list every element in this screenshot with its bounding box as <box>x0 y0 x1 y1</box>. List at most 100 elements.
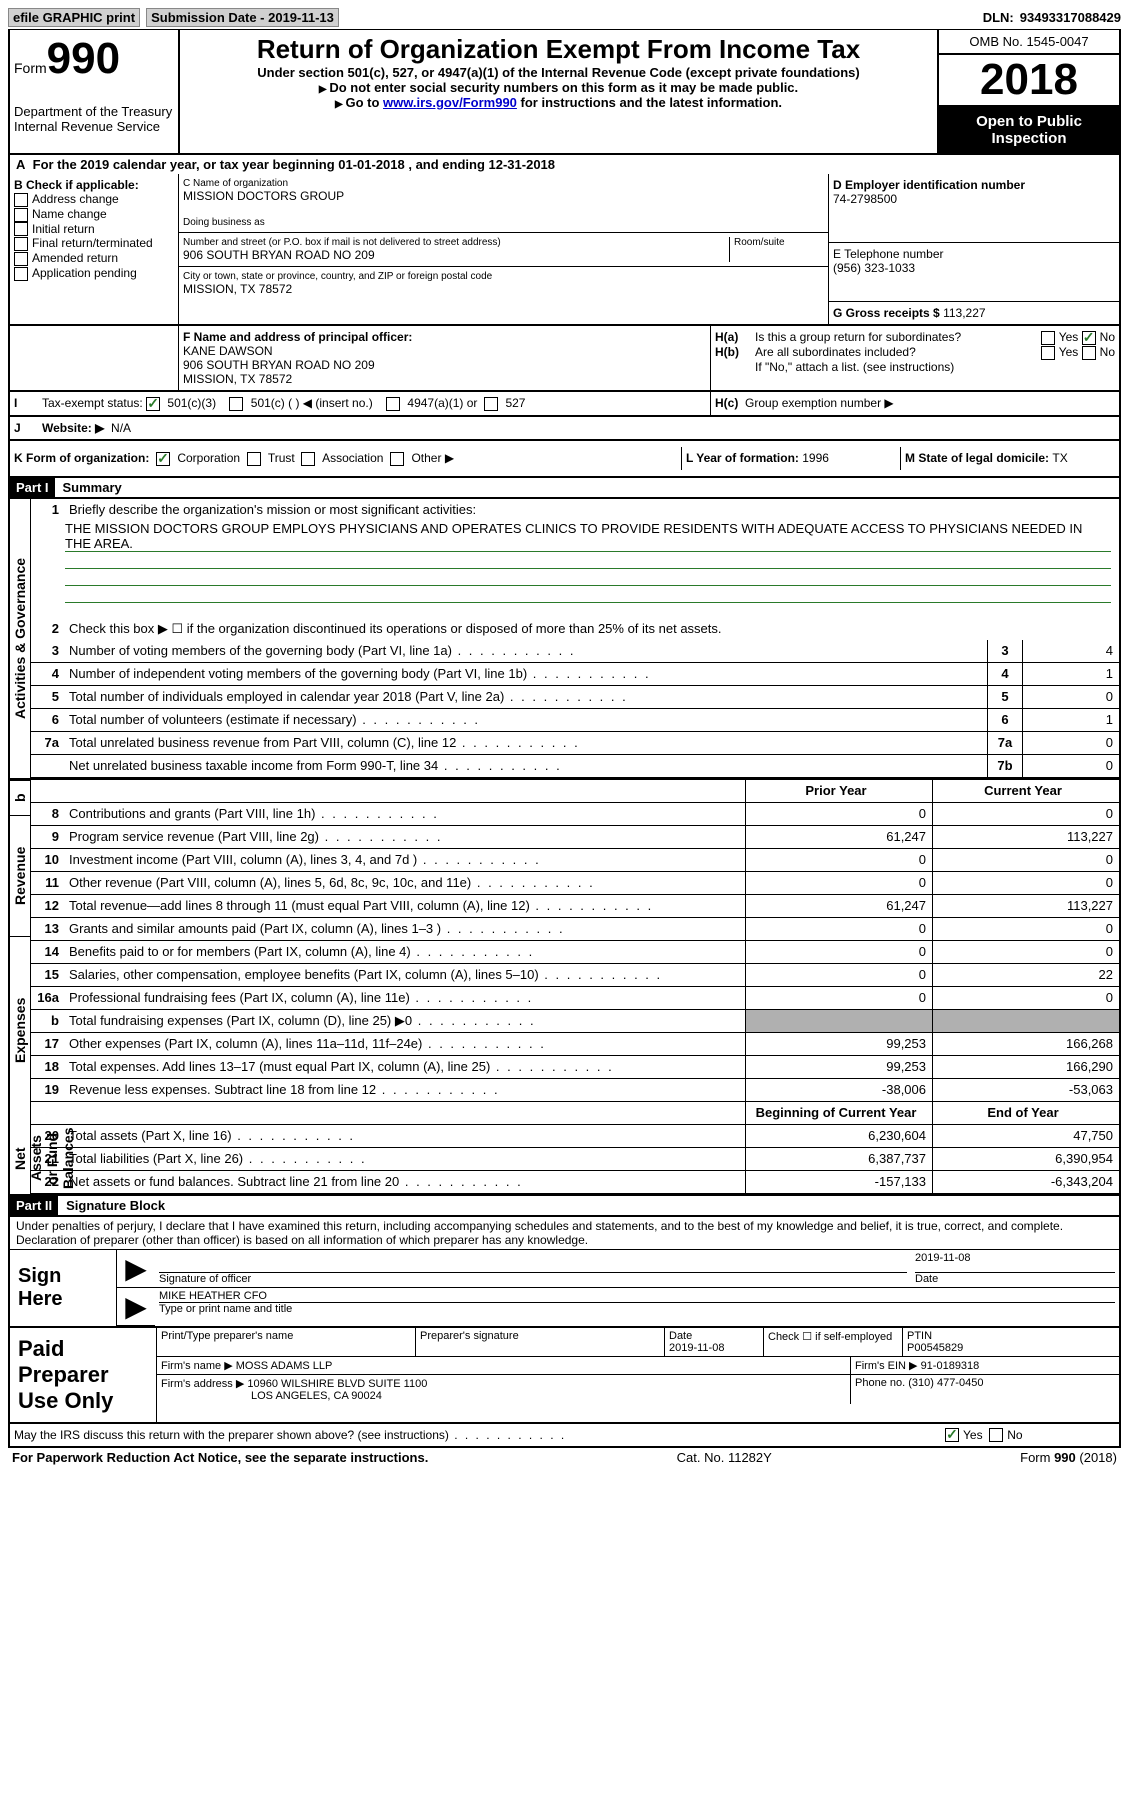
k-o1: Corporation <box>177 451 240 465</box>
ha-label: H(a) <box>715 330 755 344</box>
footer-right: Form 990 (2018) <box>1020 1450 1117 1465</box>
i-label: Tax-exempt status: <box>42 396 143 410</box>
cb-trust[interactable] <box>247 452 261 466</box>
cb-ha-yes[interactable] <box>1041 331 1055 345</box>
part1-tag: Part I <box>10 478 55 497</box>
sign-date-label: Date <box>915 1273 1115 1285</box>
table-row: 19Revenue less expenses. Subtract line 1… <box>31 1079 1119 1102</box>
part1-header: Part I Summary <box>8 478 1121 499</box>
klm-row: K Form of organization: Corporation Trus… <box>8 441 1121 478</box>
efile-button[interactable]: efile GRAPHIC print <box>8 8 140 27</box>
rev-exp-net-table: b Revenue Expenses Net Assets or Fund Ba… <box>8 780 1121 1196</box>
state-domicile: TX <box>1052 451 1067 465</box>
page-footer: For Paperwork Reduction Act Notice, see … <box>8 1448 1121 1467</box>
i-o4: 527 <box>505 396 525 410</box>
dba-label: Doing business as <box>183 217 824 228</box>
cb-name-change[interactable] <box>14 208 28 222</box>
table-row: 12Total revenue—add lines 8 through 11 (… <box>31 895 1119 918</box>
vlabel-expenses: Expenses <box>10 936 31 1123</box>
form-number: 990 <box>47 34 120 83</box>
no-label-3: No <box>1007 1428 1022 1442</box>
cb-other[interactable] <box>390 452 404 466</box>
section-b: B Check if applicable: Address change Na… <box>10 174 179 324</box>
website-value: N/A <box>111 421 131 435</box>
prep-h4: Check ☐ if self-employed <box>764 1328 903 1356</box>
k-o3: Association <box>322 451 383 465</box>
prep-h5: PTIN <box>907 1330 1115 1342</box>
subtitle-3: Go to www.irs.gov/Form990 for instructio… <box>184 95 933 110</box>
cb-amended[interactable] <box>14 252 28 266</box>
cb-ha-no[interactable] <box>1082 331 1096 345</box>
begin-year-hdr: Beginning of Current Year <box>745 1102 932 1124</box>
yes-label-2: Yes <box>1059 345 1079 359</box>
omb-number: OMB No. 1545-0047 <box>939 30 1119 55</box>
dept-treasury: Department of the Treasury <box>14 104 174 119</box>
firm-addr-label: Firm's address ▶ <box>161 1378 244 1390</box>
discuss-text: May the IRS discuss this return with the… <box>10 1424 941 1447</box>
cb-initial-return[interactable] <box>14 222 28 236</box>
table-row: 3Number of voting members of the governi… <box>31 640 1119 663</box>
cb-corp[interactable] <box>156 452 170 466</box>
table-row: Net unrelated business taxable income fr… <box>31 755 1119 778</box>
goto-text-2: for instructions and the latest informat… <box>517 95 782 110</box>
irs-link[interactable]: www.irs.gov/Form990 <box>383 95 517 110</box>
no-label-2: No <box>1100 345 1115 359</box>
l-label: L Year of formation: <box>686 451 802 465</box>
goto-text: Go to <box>345 95 383 110</box>
part2-title: Signature Block <box>58 1198 165 1213</box>
hb-text: Are all subordinates included? <box>755 345 1041 359</box>
room-label: Room/suite <box>734 237 824 248</box>
j-row: J Website: ▶ N/A <box>8 417 1121 441</box>
cb-assoc[interactable] <box>301 452 315 466</box>
org-name: MISSION DOCTORS GROUP <box>183 189 824 203</box>
cb-final-return[interactable] <box>14 237 28 251</box>
cb-hb-no[interactable] <box>1082 346 1096 360</box>
section-deg: D Employer identification number 74-2798… <box>829 174 1119 324</box>
cb-hb-yes[interactable] <box>1041 346 1055 360</box>
submission-date-button[interactable]: Submission Date - 2019-11-13 <box>146 8 339 27</box>
cb-pending[interactable] <box>14 267 28 281</box>
open-public-badge: Open to Public Inspection <box>939 107 1119 153</box>
hb-note: If "No," attach a list. (see instruction… <box>715 360 1115 374</box>
table-row: 11Other revenue (Part VIII, column (A), … <box>31 872 1119 895</box>
part2-tag: Part II <box>10 1196 58 1215</box>
table-row: 13Grants and similar amounts paid (Part … <box>31 918 1119 941</box>
preparer-block: Paid Preparer Use Only Print/Type prepar… <box>8 1328 1121 1424</box>
c-label: C Name of organization <box>183 178 824 189</box>
line1-num: 1 <box>31 502 65 517</box>
mission-blank-1 <box>65 552 1111 569</box>
sign-arrow-icon: ▶ <box>117 1250 155 1288</box>
telephone: (956) 323-1033 <box>833 261 1115 275</box>
mission-text: THE MISSION DOCTORS GROUP EMPLOYS PHYSIC… <box>65 521 1111 552</box>
sign-arrow-icon-2: ▶ <box>117 1288 155 1326</box>
b-label: B Check if applicable: <box>14 178 174 192</box>
gross-receipts: 113,227 <box>943 306 986 320</box>
cb-501c3[interactable] <box>146 397 160 411</box>
table-row: 9Program service revenue (Part VIII, lin… <box>31 826 1119 849</box>
discuss-row: May the IRS discuss this return with the… <box>8 1424 1121 1449</box>
b-item-0: Address change <box>32 192 119 206</box>
b-item-1: Name change <box>32 207 107 221</box>
cb-527[interactable] <box>484 397 498 411</box>
cb-discuss-no[interactable] <box>989 1428 1003 1442</box>
street-address: 906 SOUTH BRYAN ROAD NO 209 <box>183 248 725 262</box>
yes-label: Yes <box>1059 330 1079 344</box>
b-item-2: Initial return <box>32 222 95 236</box>
cb-address-change[interactable] <box>14 193 28 207</box>
cb-501c[interactable] <box>229 397 243 411</box>
top-bar: efile GRAPHIC print Submission Date - 20… <box>8 8 1121 30</box>
tax-year: 2018 <box>939 55 1119 107</box>
b-item-3: Final return/terminated <box>32 236 153 250</box>
submission-label: Submission Date - <box>151 10 268 25</box>
mission-blank-2 <box>65 569 1111 586</box>
a-letter: A <box>16 157 25 172</box>
summary-table: Activities & Governance 1 Briefly descri… <box>8 499 1121 780</box>
firm-name: MOSS ADAMS LLP <box>236 1360 333 1372</box>
table-row: bTotal fundraising expenses (Part IX, co… <box>31 1010 1119 1033</box>
mission-blank-3 <box>65 586 1111 603</box>
cb-discuss-yes[interactable] <box>945 1428 959 1442</box>
firm-addr2: LOS ANGELES, CA 90024 <box>161 1390 846 1402</box>
cb-4947[interactable] <box>386 397 400 411</box>
ptin-value: P00545829 <box>907 1342 1115 1354</box>
prep-h1: Print/Type preparer's name <box>161 1330 411 1342</box>
